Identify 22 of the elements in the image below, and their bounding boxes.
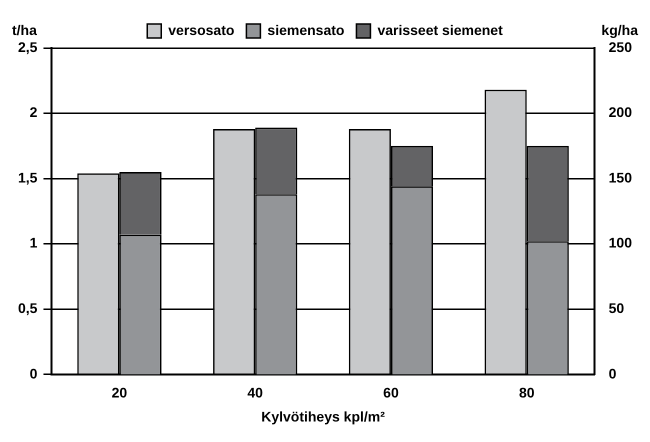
legend-label: varisseet siemenet <box>377 22 504 38</box>
y-tick-label: 0 <box>30 365 38 382</box>
x-tick-label: 80 <box>518 384 535 401</box>
x-axis-title: Kylvötiheys kpl/m² <box>261 408 386 424</box>
legend-label: versosato <box>168 22 234 38</box>
y2-tick-label: 50 <box>608 300 624 316</box>
x-tick-label: 20 <box>112 384 128 401</box>
x-tick-label: 60 <box>383 384 399 401</box>
y-tick-label: 0,5 <box>18 300 38 316</box>
y-tick-label: 1,5 <box>18 169 38 186</box>
y2-tick-label: 100 <box>608 234 632 251</box>
y-tick-label: 2 <box>30 104 38 120</box>
y2-tick-label: 150 <box>608 169 632 186</box>
y-axis-title: t/ha <box>12 22 38 38</box>
y2-tick-label: 0 <box>608 365 617 382</box>
y2-tick-label: 200 <box>608 104 632 120</box>
y2-tick-label: 250 <box>608 38 632 55</box>
x-tick-label: 40 <box>247 384 264 401</box>
y2-axis-title: kg/ha <box>601 22 638 38</box>
y-tick-label: 2,5 <box>18 38 38 55</box>
legend-label: siemensato <box>267 22 344 38</box>
y-tick-label: 1 <box>30 234 38 251</box>
